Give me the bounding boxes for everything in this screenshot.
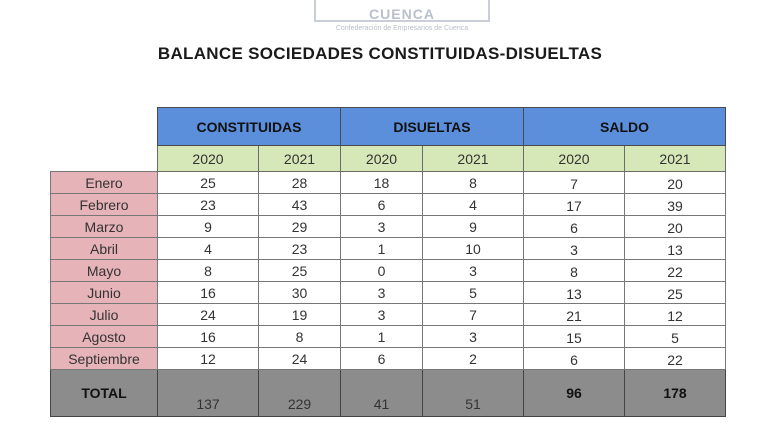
table-row: Mayo 8 25 0 3 8 22 [50,259,726,282]
group-header-disueltas: DISUELTAS [340,107,524,146]
logo-subtitle: Confederación de Empresarios de Cuenca [335,25,469,32]
total-cell: 137 [157,369,259,417]
logo: CUENCA Confederación de Empresarios de C… [314,0,490,34]
value-cell: 22 [624,259,726,282]
value-cell: 18 [340,171,423,194]
value-cell: 2 [422,347,524,370]
total-cell: 51 [422,369,524,417]
table-row: Agosto 16 8 1 3 15 5 [50,325,726,348]
value-cell: 6 [340,347,423,370]
value-cell: 8 [258,325,341,348]
value-cell: 3 [523,237,625,260]
month-label: Enero [50,171,158,194]
table-row: Junio 16 30 3 5 13 25 [50,281,726,304]
value-cell: 13 [624,237,726,260]
value-cell: 4 [422,193,524,216]
value-cell: 20 [624,171,726,194]
value-cell: 28 [258,171,341,194]
value-cell: 25 [258,259,341,282]
total-cell: 178 [624,369,726,417]
value-cell: 7 [422,303,524,326]
logo-name: CUENCA [369,6,435,22]
value-cell: 24 [157,303,259,326]
value-cell: 16 [157,325,259,348]
year-header: 2020 [523,145,625,172]
value-cell: 8 [523,259,625,282]
value-cell: 9 [422,215,524,238]
value-cell: 10 [422,237,524,260]
month-label: Junio [50,281,158,304]
table-row: Enero 25 28 18 8 7 20 [50,171,726,194]
group-header-constituidas: CONSTITUIDAS [157,107,341,146]
value-cell: 30 [258,281,341,304]
value-cell: 23 [157,193,259,216]
page-title: BALANCE SOCIEDADES CONSTITUIDAS-DISUELTA… [157,44,603,63]
group-header-saldo: SALDO [523,107,726,146]
value-cell: 8 [422,171,524,194]
value-cell: 25 [157,171,259,194]
value-cell: 6 [523,215,625,238]
value-cell: 17 [523,193,625,216]
month-label: Febrero [50,193,158,216]
value-cell: 15 [523,325,625,348]
value-cell: 21 [523,303,625,326]
value-cell: 19 [258,303,341,326]
table-row: Febrero 23 43 6 4 17 39 [50,193,726,216]
total-row: TOTAL 137 229 41 51 96 178 [50,369,726,417]
total-cell: 96 [523,369,625,417]
value-cell: 24 [258,347,341,370]
value-cell: 29 [258,215,341,238]
total-label: TOTAL [50,369,158,417]
value-cell: 43 [258,193,341,216]
value-cell: 7 [523,171,625,194]
header-blank [51,108,158,146]
year-header: 2021 [624,145,726,172]
month-label: Abril [50,237,158,260]
year-header: 2020 [340,145,423,172]
logo-frame [314,0,490,22]
year-header: 2021 [422,145,524,172]
value-cell: 22 [624,347,726,370]
value-cell: 6 [340,193,423,216]
month-label: Julio [50,303,158,326]
value-cell: 5 [624,325,726,348]
year-header: 2021 [258,145,341,172]
year-header: 2020 [157,145,259,172]
month-label: Septiembre [50,347,158,370]
header-blank [51,146,158,172]
group-header-row: CONSTITUIDAS DISUELTAS SALDO [51,107,726,146]
value-cell: 12 [624,303,726,326]
value-cell: 20 [624,215,726,238]
table-row: Abril 4 23 1 10 3 13 [50,237,726,260]
value-cell: 23 [258,237,341,260]
value-cell: 12 [157,347,259,370]
value-cell: 39 [624,193,726,216]
value-cell: 1 [340,325,423,348]
table-row: Marzo 9 29 3 9 6 20 [50,215,726,238]
value-cell: 6 [523,347,625,370]
table-row: Septiembre 12 24 6 2 6 22 [50,347,726,370]
value-cell: 25 [624,281,726,304]
value-cell: 3 [422,325,524,348]
value-cell: 16 [157,281,259,304]
total-cell: 229 [258,369,341,417]
month-label: Agosto [50,325,158,348]
balance-table: CONSTITUIDAS DISUELTAS SALDO 2020 2021 2… [50,107,726,417]
value-cell: 5 [422,281,524,304]
value-cell: 3 [340,303,423,326]
month-label: Marzo [50,215,158,238]
total-cell: 41 [340,369,423,417]
value-cell: 3 [340,281,423,304]
year-header-row: 2020 2021 2020 2021 2020 2021 [51,145,726,172]
value-cell: 1 [340,237,423,260]
value-cell: 3 [340,215,423,238]
table-row: Julio 24 19 3 7 21 12 [50,303,726,326]
month-label: Mayo [50,259,158,282]
value-cell: 3 [422,259,524,282]
value-cell: 8 [157,259,259,282]
value-cell: 4 [157,237,259,260]
value-cell: 0 [340,259,423,282]
value-cell: 9 [157,215,259,238]
value-cell: 13 [523,281,625,304]
